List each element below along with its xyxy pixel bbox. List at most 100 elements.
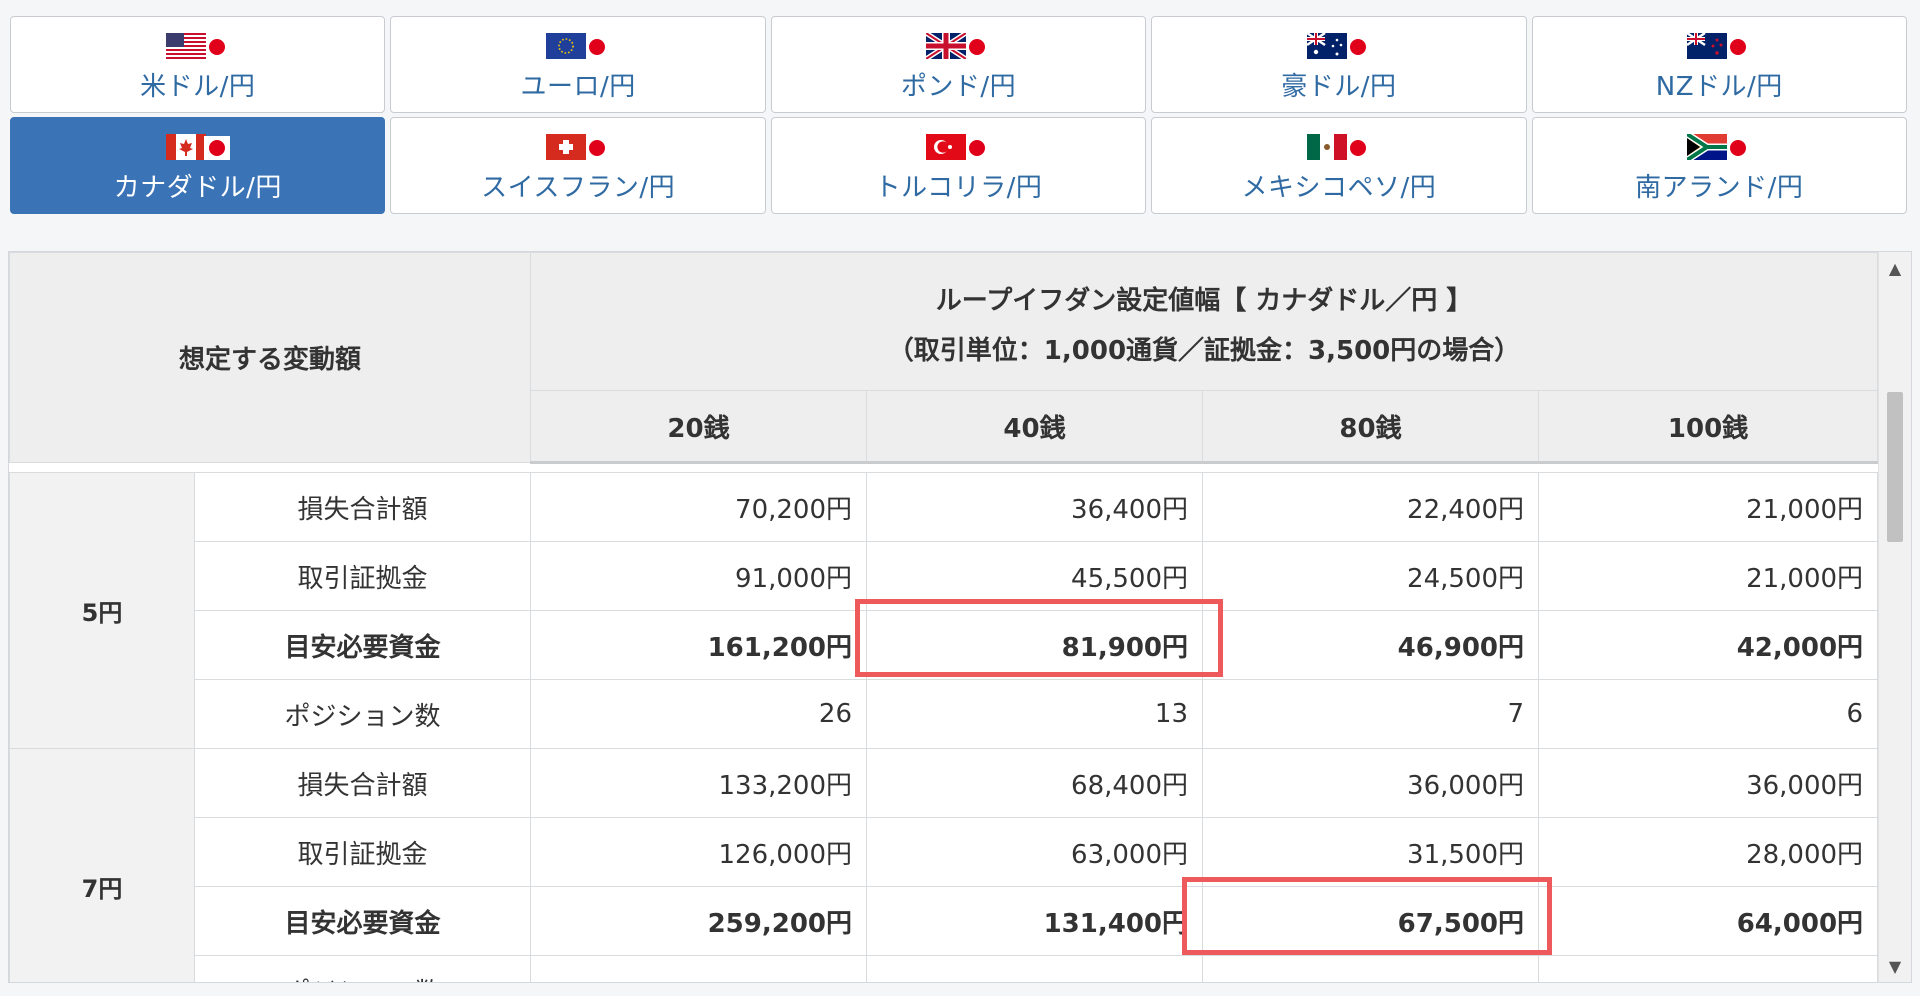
row-label-positions: ポジション数 [193,679,532,749]
value-cell: 131,400円 [866,886,1204,956]
jp-flag-icon [1345,33,1371,59]
value-cell: 45,500円 [866,541,1204,611]
value-cell [530,955,868,982]
au-flag-icon [1306,33,1347,59]
pair-tab-usd-jpy[interactable]: 米ドル/円 [10,16,386,113]
value-cell: 161,200円 [530,610,868,680]
header-spacer [9,462,1878,473]
flag-group [546,30,610,62]
eu-flag-icon [546,33,587,59]
funds-table: 想定する変動額 ループイフダン設定値幅【 カナダドル／円 】 （取引単位：1,0… [9,252,1879,982]
za-flag-icon [1687,134,1728,160]
jp-flag-icon [203,134,230,160]
scrollbar-thumb[interactable] [1887,392,1903,542]
pair-tab-gbp-jpy[interactable]: ポンド/円 [770,16,1147,113]
table-row: 目安必要資金 161,200円 81,900円 46,900円 42,000円 [10,610,1879,680]
value-cell: 259,200円 [530,886,868,956]
flag-group [1306,131,1371,163]
row-label-loss-total: 損失合計額 [193,472,532,542]
pair-label: 豪ドル/円 [1281,72,1397,102]
pair-tab-aud-jpy[interactable]: 豪ドル/円 [1151,16,1527,113]
value-cell: 26 [530,679,868,749]
table-row: ポジション数 26 13 7 6 [10,679,1879,749]
value-cell: 133,200円 [530,748,868,818]
flag-group [165,131,230,163]
value-cell [1538,955,1879,982]
currency-pair-tabs: 米ドル/円 ユーロ/円 ポンド/円 [10,16,1907,214]
pair-label: ポンド/円 [900,72,1017,102]
table-title: ループイフダン設定値幅【 カナダドル／円 】 [935,286,1473,316]
value-cell: 68,400円 [866,748,1204,818]
pair-label: NZドル/円 [1655,72,1783,102]
col-header-80sen: 80銭 [1202,390,1540,464]
col-header-40sen: 40銭 [866,390,1204,464]
flag-group [1306,30,1371,62]
table-row: 取引証拠金 91,000円 45,500円 24,500円 21,000円 [10,541,1879,611]
value-cell: 91,000円 [530,541,868,611]
us-flag-icon [165,33,206,59]
col-header-100sen: 100銭 [1538,390,1879,464]
value-cell: 31,500円 [1202,817,1540,887]
value-cell: 36,000円 [1538,748,1879,818]
pair-tab-eur-jpy[interactable]: ユーロ/円 [390,16,766,113]
pair-tab-chf-jpy[interactable]: スイスフラン/円 [390,117,766,214]
pair-tab-zar-jpy[interactable]: 南アランド/円 [1531,117,1907,214]
flag-group [165,30,230,62]
table-row: 5円 損失合計額 70,200円 36,400円 22,400円 21,000円 [9,472,1879,749]
value-cell: 7 [1202,679,1540,749]
loop-ifdone-table-panel: 想定する変動額 ループイフダン設定値幅【 カナダドル／円 】 （取引単位：1,0… [8,251,1912,983]
table-scrollbar[interactable]: ▲ ▼ [1878,252,1911,982]
value-cell: 64,000円 [1538,886,1879,956]
jp-flag-icon [204,33,230,59]
nz-flag-icon [1687,33,1728,59]
pair-label: ユーロ/円 [520,72,636,102]
value-cell: 21,000円 [1538,541,1879,611]
pair-tab-try-jpy[interactable]: トルコリラ/円 [770,117,1147,214]
flag-group [546,131,610,163]
ch-flag-icon [546,134,587,160]
value-cell: 42,000円 [1538,610,1879,680]
group-label-5yen: 5円 [9,472,195,749]
table-subtitle: （取引単位：1,000通貨／証拠金：3,500円の場合） [887,336,1521,366]
arrow-down-icon[interactable]: ▼ [1888,956,1902,976]
flag-group [1687,131,1751,163]
ca-flag-icon [165,134,206,160]
flag-group [926,131,990,163]
value-cell: 46,900円 [1202,610,1540,680]
col-header-20sen: 20銭 [530,390,868,464]
pair-label: 南アランド/円 [1635,173,1804,203]
value-cell: 36,000円 [1202,748,1540,818]
value-cell: 63,000円 [866,817,1204,887]
jp-flag-icon [1725,33,1751,59]
value-cell: 6 [1538,679,1879,749]
value-cell: 24,500円 [1202,541,1540,611]
pair-label: トルコリラ/円 [874,173,1043,203]
table-title-cell: ループイフダン設定値幅【 カナダドル／円 】 （取引単位：1,000通貨／証拠金… [530,252,1879,391]
value-cell: 36,400円 [866,472,1204,542]
pair-label: メキシコペソ/円 [1241,173,1437,203]
row-label-required-funds: 目安必要資金 [193,886,532,956]
jp-flag-icon [964,33,990,59]
row-label-margin: 取引証拠金 [193,817,532,887]
pair-tab-mxn-jpy[interactable]: メキシコペソ/円 [1151,117,1527,214]
value-cell [866,955,1204,982]
pair-tab-cad-jpy[interactable]: カナダドル/円 [10,117,386,214]
tr-flag-icon [926,134,967,160]
row-label-margin: 取引証拠金 [193,541,532,611]
jp-flag-icon [964,134,990,160]
pair-tab-nzd-jpy[interactable]: NZドル/円 [1531,16,1907,113]
arrow-up-icon[interactable]: ▲ [1888,258,1902,278]
row-label-required-funds: 目安必要資金 [193,610,532,680]
jp-flag-icon [1345,134,1371,160]
pair-label: カナダドル/円 [113,173,282,203]
jp-flag-icon [584,134,610,160]
table-row: 7円 損失合計額 133,200円 68,400円 36,000円 36,000… [9,748,1879,982]
jp-flag-icon [1725,134,1751,160]
table-row: 取引証拠金 126,000円 63,000円 31,500円 28,000円 [10,817,1879,887]
table-row: 目安必要資金 259,200円 131,400円 67,500円 64,000円 [10,886,1879,956]
jp-flag-icon [584,33,610,59]
value-cell [1202,955,1540,982]
value-cell-highlighted: 81,900円 [866,610,1204,680]
value-cell: 126,000円 [530,817,868,887]
row-label-positions: ポジション数 [193,955,532,982]
